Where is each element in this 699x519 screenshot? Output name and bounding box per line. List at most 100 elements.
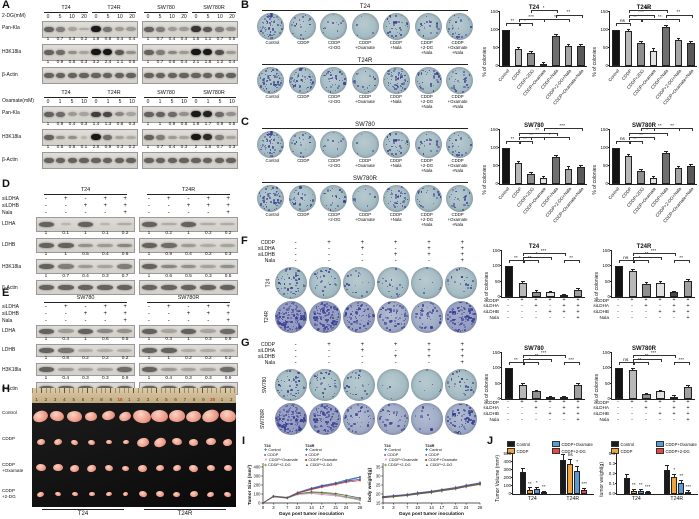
colony-dot bbox=[452, 308, 454, 310]
colony-dot bbox=[455, 269, 458, 271]
colony-dot bbox=[301, 67, 303, 70]
bar bbox=[670, 292, 679, 297]
y-tick-label: 500 bbox=[503, 451, 511, 456]
colony-dot bbox=[267, 77, 270, 80]
colony-label: CDDP +Oxamate +Nala bbox=[447, 158, 468, 173]
y-axis-label-text: % of colonies bbox=[481, 46, 488, 77]
colony-dot bbox=[465, 282, 468, 285]
ruler-number: 2 bbox=[44, 396, 48, 402]
colony-dot bbox=[329, 326, 331, 328]
colony-dot bbox=[275, 89, 277, 91]
colony-dot bbox=[429, 150, 432, 153]
quant-value: 1 bbox=[158, 122, 162, 128]
colony-dot bbox=[332, 188, 333, 189]
colony-dot bbox=[305, 149, 306, 151]
colony-dot bbox=[268, 21, 271, 24]
colony-dot bbox=[387, 32, 389, 34]
colony-dot bbox=[405, 140, 408, 143]
colony-dot bbox=[293, 22, 294, 23]
colony-dot bbox=[429, 25, 432, 27]
tumor-row bbox=[31, 403, 237, 429]
legend-item: Control bbox=[507, 441, 549, 447]
colony-dot bbox=[396, 86, 398, 88]
quant-value: 0.5 bbox=[228, 37, 236, 42]
sig-label: ** bbox=[632, 137, 637, 143]
colony-dot bbox=[395, 20, 398, 24]
colony-dot bbox=[389, 312, 390, 314]
cellline-header: T24 T24R SW780 SW780R bbox=[2, 5, 238, 13]
blot-lane bbox=[56, 367, 75, 372]
colony-dot bbox=[289, 199, 292, 201]
blot-lane bbox=[67, 27, 79, 31]
protein-label: Pan-Kla bbox=[2, 110, 20, 117]
colony-dot bbox=[404, 318, 406, 320]
colony-dot bbox=[420, 144, 422, 146]
colony-dot bbox=[329, 209, 332, 211]
colony-dot bbox=[386, 418, 389, 422]
colony-dot bbox=[318, 321, 322, 325]
svg-text:7: 7 bbox=[406, 505, 409, 510]
y-tick-label: 300 bbox=[503, 467, 511, 472]
colony-dot bbox=[433, 193, 435, 196]
ruler-number: 5 bbox=[165, 396, 168, 402]
colony-dot bbox=[394, 324, 397, 328]
colony-dot bbox=[296, 313, 299, 316]
colony-dot bbox=[417, 28, 420, 31]
colony-dot bbox=[317, 321, 319, 323]
condition-marks: - - + + + bbox=[36, 311, 135, 317]
protein-band bbox=[191, 73, 201, 79]
condition-mark: + bbox=[123, 209, 127, 216]
dose-value: 20 bbox=[181, 13, 187, 20]
condition-row: Nala - - - - - + bbox=[600, 417, 695, 423]
colony-dot bbox=[389, 308, 392, 311]
colony-dot bbox=[325, 270, 327, 272]
colony-dot bbox=[266, 152, 268, 154]
colony-dot bbox=[454, 414, 457, 416]
colony-dot bbox=[470, 26, 472, 28]
condition-marks: - - - - + bbox=[139, 318, 238, 324]
colony-dot bbox=[453, 84, 456, 88]
colony-dot bbox=[355, 371, 357, 374]
colony-dot bbox=[355, 141, 358, 144]
dose-value: 20 bbox=[229, 13, 235, 20]
colony-dot bbox=[303, 81, 305, 83]
error-cap bbox=[676, 38, 681, 39]
error-bar bbox=[653, 176, 654, 178]
quant-block: 1 0.7 0.4 0.3 2 1.6 0.7 0.3 bbox=[142, 146, 238, 151]
protein-band bbox=[97, 264, 113, 269]
quant-value: 1 bbox=[64, 252, 68, 258]
legend-swatch bbox=[507, 441, 515, 447]
chart-colonies-g-sw780: SW780% of colonies 0 50 100 150 ** * ** *** *** CD… bbox=[483, 345, 585, 439]
tumor bbox=[223, 464, 232, 472]
y-tick bbox=[607, 47, 610, 48]
colony-dot bbox=[436, 143, 439, 146]
colony-dot bbox=[278, 416, 280, 418]
sig-bracket bbox=[632, 256, 663, 260]
y-tick-label: 100 bbox=[490, 145, 498, 150]
quant-block: 1 0.5 0.5 0.1 2.5 0.9 0.3 0.2 bbox=[42, 146, 138, 151]
chart-colonies-t24r: T24R% of colonies 0 50 100 150 ns ** *** ns ** ** C… bbox=[591, 4, 697, 116]
condition-marks: - + - + + bbox=[139, 196, 238, 202]
quant-value: 0.9 bbox=[165, 252, 173, 258]
panel-label-c: C bbox=[241, 116, 249, 128]
bar bbox=[514, 49, 523, 66]
error-bar bbox=[536, 487, 538, 490]
colony-dot bbox=[388, 153, 389, 154]
tumor-cell bbox=[31, 408, 50, 424]
colony-dot bbox=[271, 70, 272, 72]
colony-label: CDDP bbox=[297, 211, 310, 217]
legend-swatch bbox=[611, 441, 619, 447]
protein-band bbox=[144, 134, 154, 140]
condition-mark: - bbox=[361, 258, 364, 264]
x-axis-area: T24 T24R bbox=[616, 495, 698, 504]
sig-label: * bbox=[673, 468, 676, 474]
colony-dot bbox=[260, 72, 263, 75]
quant-value: 1.4 bbox=[92, 122, 100, 128]
protein-band bbox=[161, 367, 177, 372]
colony-dot bbox=[386, 136, 388, 138]
tumor-cell bbox=[100, 410, 117, 422]
colony-dot bbox=[300, 155, 302, 157]
colony-dot bbox=[316, 411, 319, 413]
condition-mark: + bbox=[644, 297, 648, 304]
colony-dot bbox=[400, 15, 402, 17]
